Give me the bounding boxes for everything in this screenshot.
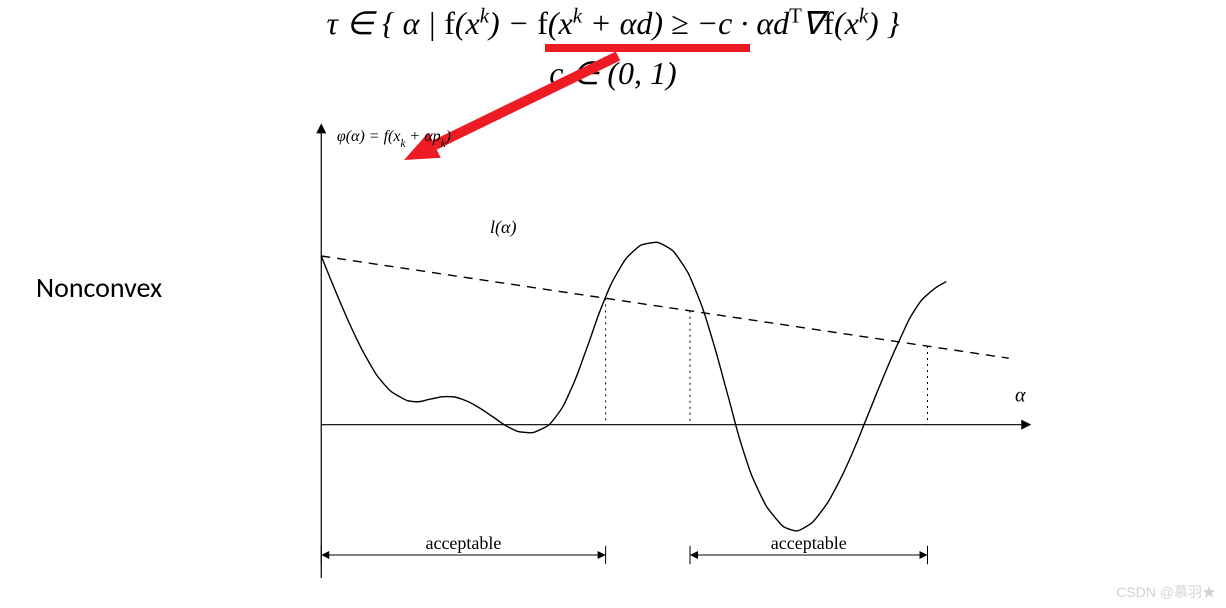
svg-text:acceptable: acceptable [771, 533, 847, 553]
svg-text:acceptable: acceptable [425, 533, 501, 553]
svg-text:l(α): l(α) [490, 217, 516, 238]
plot-area: α φ(α) = f(xk + αpk) l(α) acceptable accepta… [290, 118, 1040, 578]
figure-root: { "formula": { "line1_html": "τ ∈ { α | … [0, 0, 1226, 608]
svg-text:φ(α) = f(xk + αpk): φ(α) = f(xk + αpk) [337, 128, 451, 150]
watermark: CSDN @慕羽★ [1116, 582, 1216, 602]
nonconvex-label: Nonconvex [36, 270, 162, 305]
svg-text:α: α [1015, 385, 1026, 407]
